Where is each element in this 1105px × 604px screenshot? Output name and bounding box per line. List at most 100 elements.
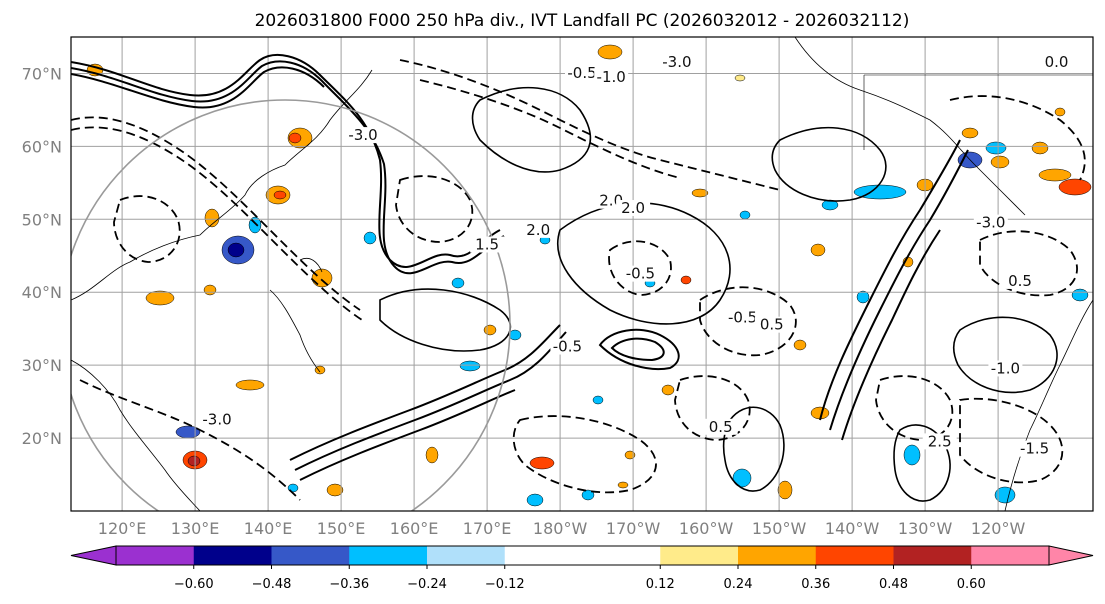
- contour-line: [71, 66, 325, 109]
- contour-line: [289, 324, 561, 461]
- contour-line-dashed: [79, 379, 301, 501]
- divergence-blob: [483, 324, 497, 336]
- divergence-blob: [734, 74, 746, 82]
- divergence-blob: [821, 199, 839, 211]
- divergence-shading: [86, 44, 1092, 507]
- colorbar-segment: [660, 546, 739, 565]
- contour-label: -0.5: [626, 265, 655, 283]
- contour-label: -3.0: [202, 410, 231, 428]
- contour-label-bg: [659, 54, 694, 71]
- y-axis-tick-labels: 70°N 60°N 50°N 40°N 30°N 20°N: [22, 64, 62, 448]
- x-tick-label: 170°E: [463, 519, 512, 538]
- contour-label-bg: [988, 360, 1023, 377]
- contour-label: -1.0: [991, 359, 1020, 377]
- contour-label-bg: [623, 265, 658, 282]
- divergence-blob: [451, 277, 465, 289]
- contour-label: 0.5: [1008, 272, 1032, 290]
- contour-label-bg: [1017, 440, 1052, 457]
- divergence-blob: [617, 481, 629, 489]
- divergence-blob: [187, 455, 201, 467]
- divergence-blob: [793, 339, 807, 351]
- border-canada: [863, 74, 1093, 150]
- colorbar-segment: [349, 546, 428, 565]
- coast-asia: [71, 69, 373, 511]
- contour-label: 0.5: [709, 418, 733, 436]
- colorbar-tick-label: 0.48: [879, 577, 908, 592]
- contour-line-dashed: [959, 397, 1064, 484]
- contour-label: 1.5: [475, 235, 499, 253]
- contour-line: [722, 406, 785, 492]
- coast-japan: [269, 257, 323, 373]
- contour-label-bg: [725, 309, 760, 326]
- ivt-contours: [71, 54, 1086, 511]
- range-ring: [71, 99, 511, 511]
- contour-line: [841, 229, 941, 441]
- contour-label: -3.0: [976, 214, 1005, 232]
- contour-label-bg: [200, 411, 234, 428]
- divergence-blob: [529, 456, 555, 470]
- contour-line-dashed: [979, 230, 1078, 297]
- x-tick-label: 140°W: [825, 519, 880, 538]
- divergence-blob: [985, 141, 1007, 155]
- divergence-blob: [990, 155, 1010, 169]
- x-tick-label: 160°W: [679, 519, 734, 538]
- divergence-blob: [1054, 107, 1066, 117]
- contour-line-dashed: [949, 95, 1086, 181]
- coastlines: [71, 37, 1093, 511]
- divergence-blob: [508, 329, 522, 341]
- x-tick-label: 170°W: [606, 519, 661, 538]
- colorbar-segment: [504, 546, 661, 565]
- divergence-blob: [856, 290, 870, 304]
- contour-line: [819, 139, 961, 421]
- divergence-blob: [459, 360, 481, 372]
- divergence-blob: [526, 493, 544, 507]
- colorbar-segment: [971, 546, 1050, 565]
- contour-line: [598, 328, 680, 371]
- contour-label-bg: [565, 65, 599, 82]
- divergence-blob: [661, 384, 675, 396]
- contour-label-bg: [1003, 272, 1037, 289]
- colorbar-segment: [815, 546, 894, 565]
- contour-line: [893, 424, 951, 502]
- divergence-blob: [592, 395, 604, 405]
- colorbar-tick-label: −0.48: [252, 577, 292, 592]
- contour-line: [771, 126, 887, 202]
- x-tick-label: 130°W: [898, 519, 953, 538]
- colorbar-tick-label: −0.36: [329, 577, 369, 592]
- colorbar-frame: [115, 545, 1050, 566]
- x-tick-label: 130°E: [171, 519, 220, 538]
- contour-label-bg: [1039, 54, 1074, 71]
- contour-label-bg: [521, 221, 556, 238]
- divergence-blob: [1071, 288, 1089, 302]
- divergence-blob: [581, 489, 595, 501]
- contour-line-dashed: [71, 126, 363, 321]
- colorbar-segment: [116, 546, 195, 565]
- divergence-blob: [363, 231, 377, 245]
- contour-label: -0.5: [728, 308, 757, 326]
- y-tick-label: 50°N: [22, 210, 62, 229]
- contour-line: [610, 337, 665, 362]
- contour-line: [379, 288, 512, 352]
- colorbar-extend-min: [70, 545, 117, 566]
- contour-label: 2.0: [621, 199, 645, 217]
- divergence-blob: [175, 425, 201, 439]
- contour-line: [71, 54, 501, 268]
- contour-label: 0.5: [760, 316, 784, 334]
- x-tick-label: 180°W: [533, 519, 588, 538]
- colorbar-segment: [193, 546, 272, 565]
- contour-line-dashed: [699, 286, 797, 357]
- contour-label: 0.0: [1045, 53, 1069, 71]
- x-axis-tick-labels: 120°E 130°E 140°E 150°E 160°E 170°E 180°W 170°W…: [98, 519, 1026, 538]
- contour-line: [471, 86, 592, 173]
- y-tick-label: 70°N: [22, 64, 62, 83]
- divergence-blob: [810, 243, 826, 257]
- divergence-blob: [777, 480, 793, 500]
- contour-line: [299, 389, 516, 481]
- contour-line-dashed: [419, 79, 681, 179]
- y-tick-label: 20°N: [22, 429, 62, 448]
- contour-line: [829, 149, 969, 431]
- plot-frame: [70, 36, 1094, 512]
- contour-line: [952, 316, 1058, 394]
- x-tick-label: 150°E: [317, 519, 366, 538]
